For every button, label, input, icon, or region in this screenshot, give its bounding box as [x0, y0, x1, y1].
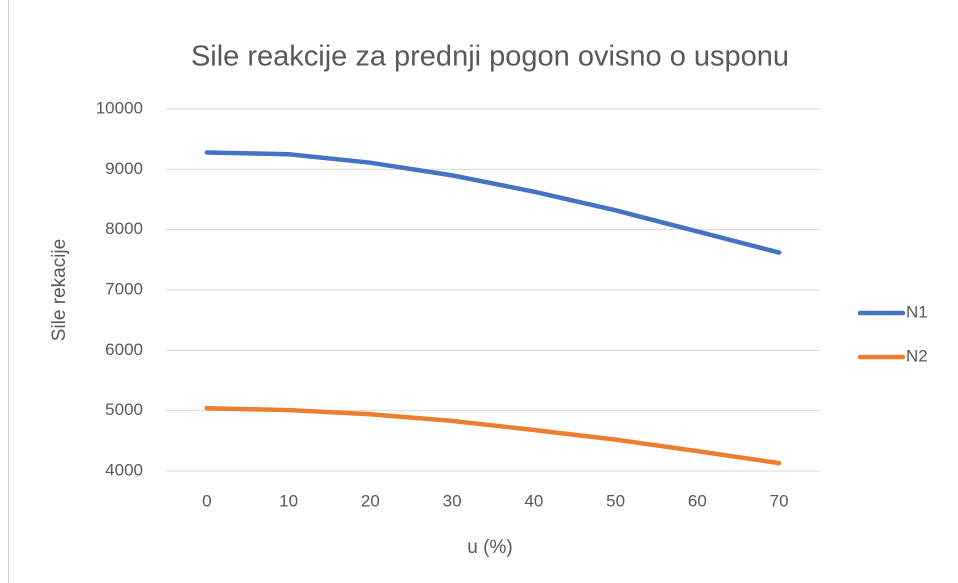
y-tick-label: 6000 — [105, 340, 143, 359]
x-tick-label: 40 — [524, 491, 543, 510]
chart-title: Sile reakcije za prednji pogon ovisno o … — [191, 41, 789, 73]
y-tick-label: 7000 — [105, 279, 143, 298]
x-tick-label: 50 — [606, 491, 625, 510]
y-axis-label: Sile rekacije — [49, 239, 70, 341]
y-tick-label: 9000 — [105, 159, 143, 178]
y-tick-label: 8000 — [105, 219, 143, 238]
data-line — [204, 406, 782, 466]
x-tick-label: 70 — [770, 491, 789, 510]
legend-label: N2 — [906, 346, 928, 365]
data-line — [204, 150, 782, 255]
x-tick-label: 10 — [279, 491, 298, 510]
y-tick-label: 5000 — [105, 400, 143, 419]
y-tick-label: 10000 — [96, 98, 143, 117]
x-axis-label: u (%) — [467, 537, 512, 558]
x-tick-label: 20 — [361, 491, 380, 510]
x-tick-label: 0 — [202, 491, 211, 510]
legend-label: N1 — [906, 302, 928, 321]
x-tick-label: 60 — [688, 491, 707, 510]
x-tick-label: 30 — [443, 491, 462, 510]
y-tick-label: 4000 — [105, 460, 143, 479]
